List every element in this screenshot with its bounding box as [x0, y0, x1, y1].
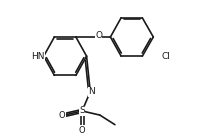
Text: HN: HN: [31, 52, 44, 61]
Text: O: O: [59, 111, 66, 120]
Text: O: O: [79, 126, 85, 135]
Text: S: S: [79, 106, 85, 115]
Text: Cl: Cl: [162, 52, 170, 61]
Text: O: O: [95, 31, 102, 40]
Text: N: N: [88, 87, 95, 96]
